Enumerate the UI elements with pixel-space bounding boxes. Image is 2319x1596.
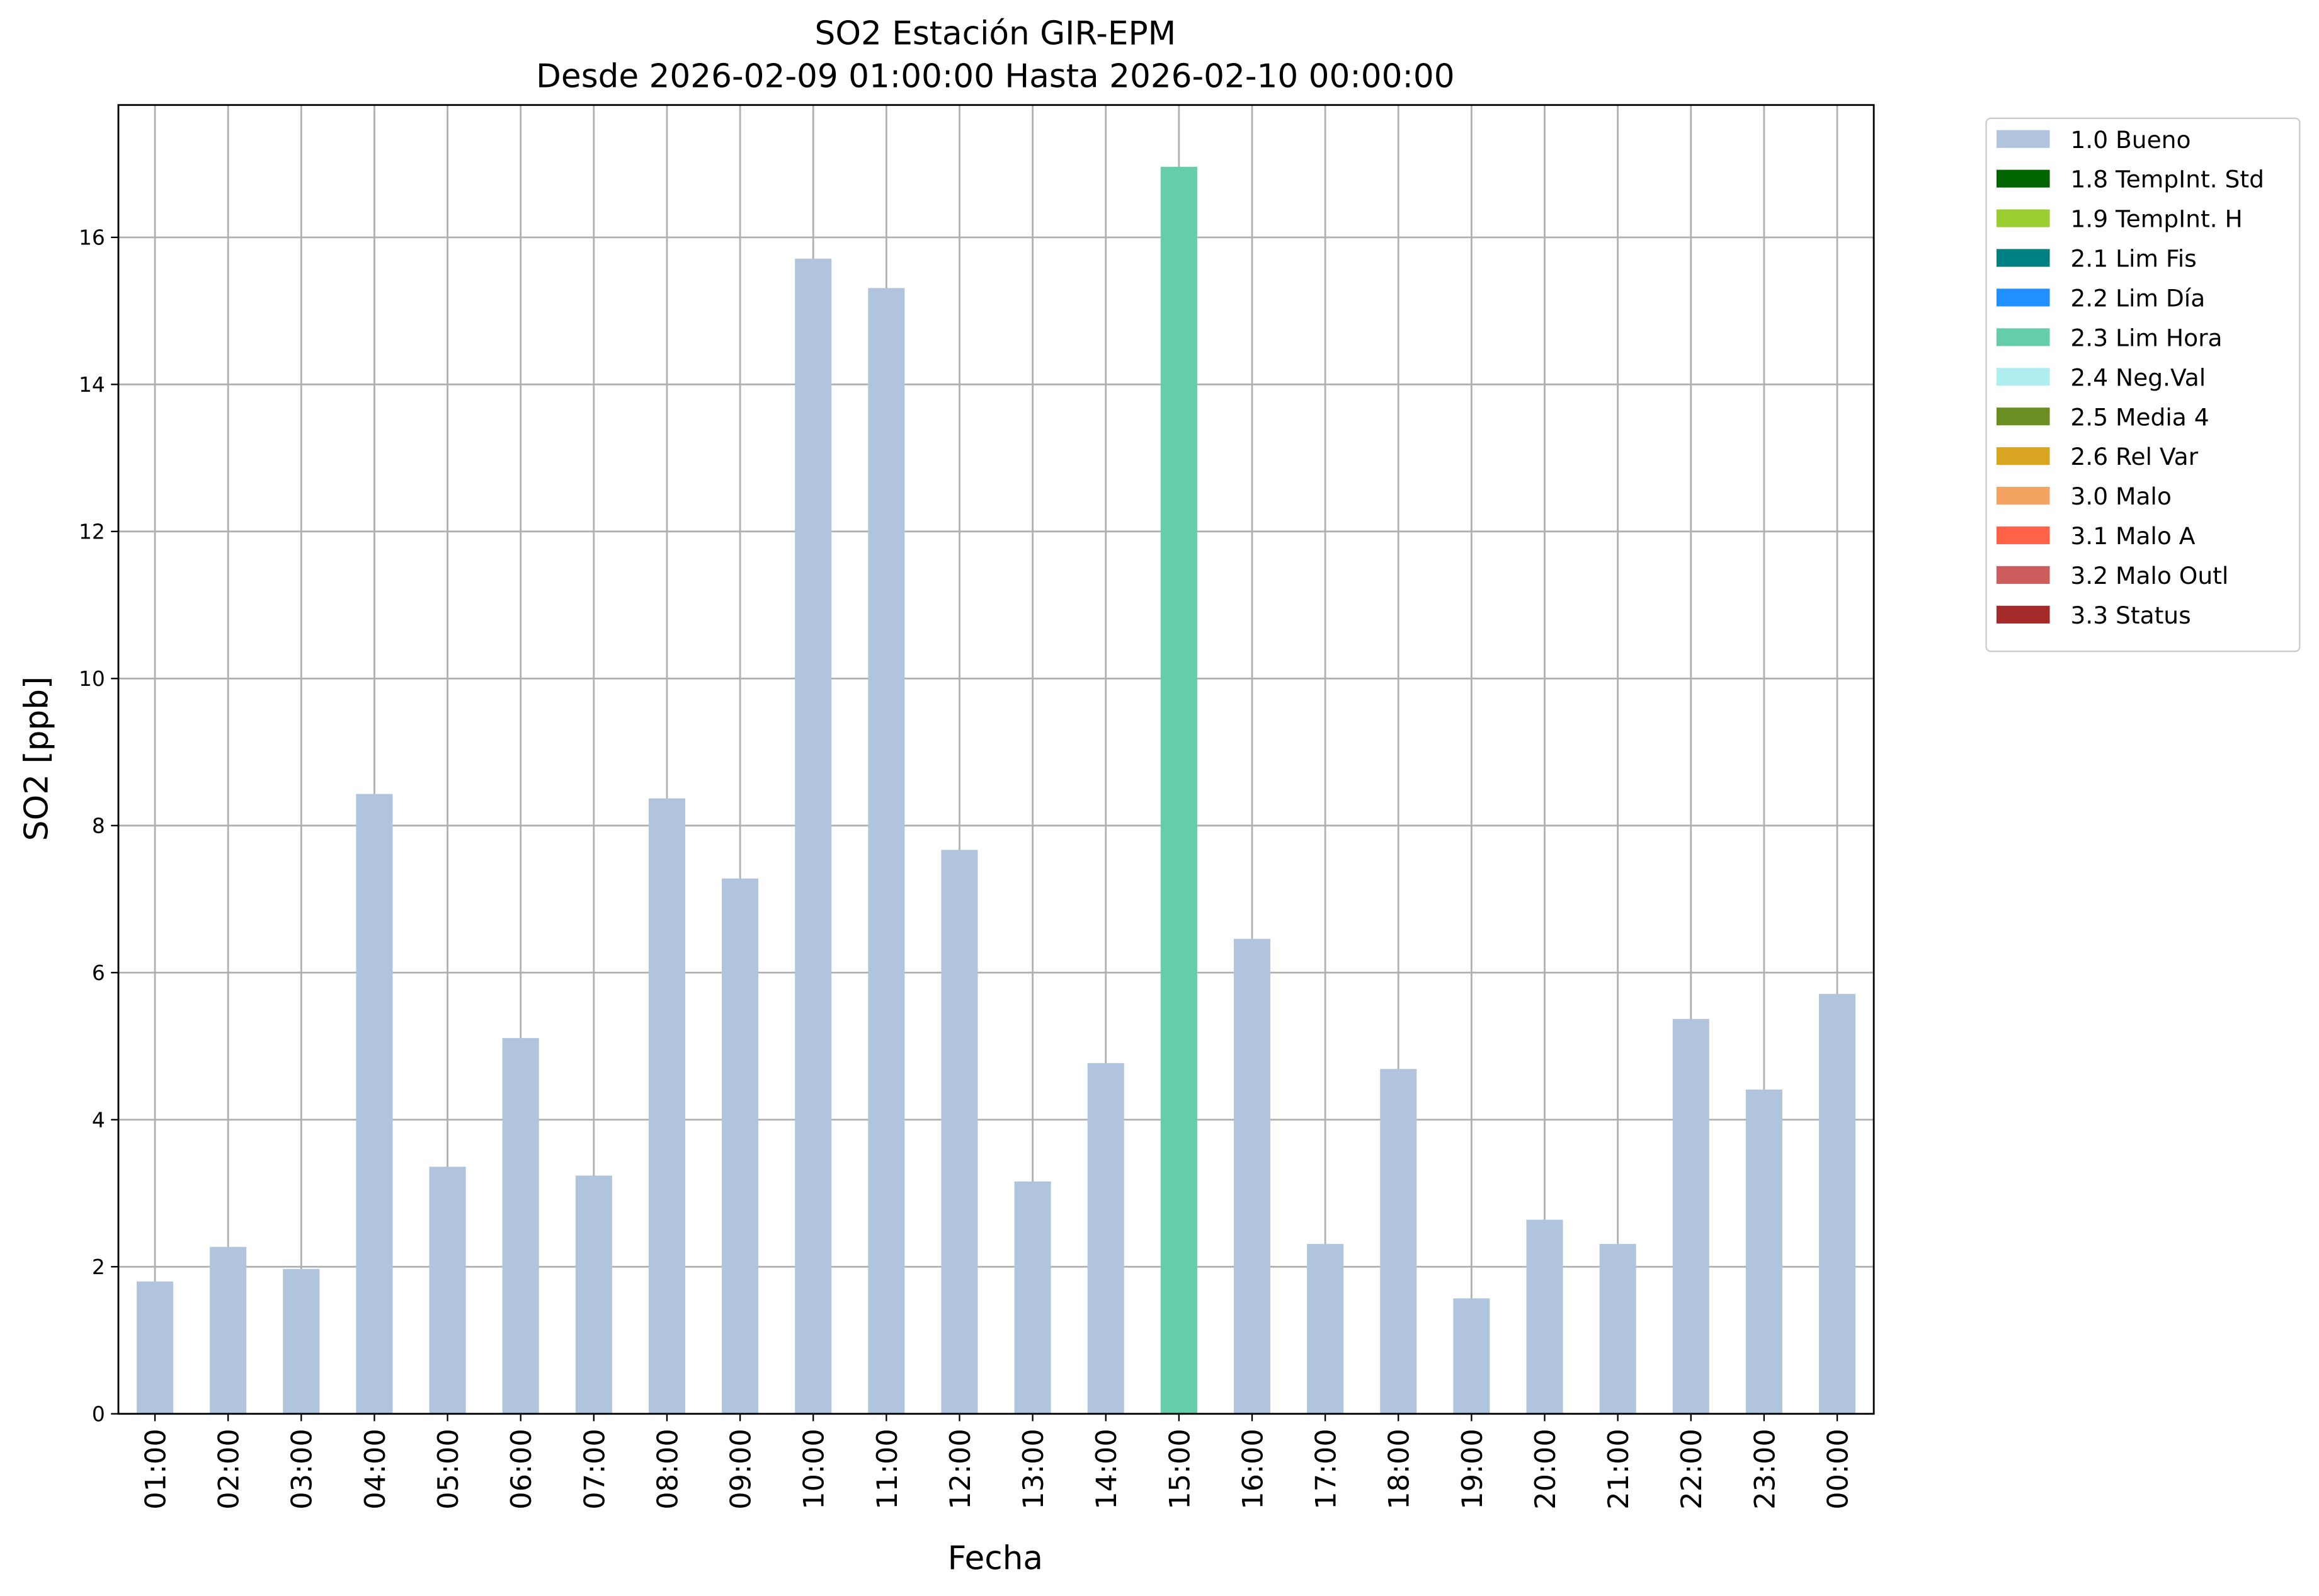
bar — [722, 878, 759, 1414]
x-tick-label: 10:00 — [798, 1428, 831, 1510]
bar — [1233, 938, 1271, 1414]
x-tick-label: 16:00 — [1236, 1428, 1269, 1510]
bar — [1819, 994, 1856, 1414]
legend-swatch — [1996, 249, 2050, 267]
legend-swatch — [1996, 130, 2050, 148]
y-tick-label: 12 — [79, 520, 105, 544]
bar — [1453, 1298, 1490, 1414]
legend-box — [1985, 117, 2301, 653]
bar — [1014, 1181, 1051, 1414]
x-tick-label: 23:00 — [1748, 1428, 1781, 1510]
x-tick-label: 18:00 — [1383, 1428, 1416, 1510]
y-tick-label: 2 — [92, 1255, 105, 1279]
y-tick-label: 8 — [92, 814, 105, 838]
bar — [1672, 1018, 1709, 1414]
legend-label: 2.4 Neg.Val — [2070, 363, 2206, 391]
legend-label: 3.0 Malo — [2070, 482, 2171, 510]
legend-label: 1.8 TempInt. Std — [2070, 166, 2264, 193]
legend-label: 1.9 TempInt. H — [2070, 205, 2242, 233]
x-tick-label: 13:00 — [1017, 1428, 1050, 1510]
legend-label: 3.2 Malo Outl — [2070, 562, 2228, 590]
legend-label: 3.1 Malo A — [2070, 522, 2195, 550]
bar — [941, 850, 978, 1414]
bar — [502, 1038, 539, 1414]
bar — [1745, 1089, 1782, 1414]
legend-swatch — [1996, 288, 2050, 307]
x-tick-label: 22:00 — [1675, 1428, 1708, 1510]
bar — [137, 1281, 174, 1414]
x-tick-label: 15:00 — [1163, 1428, 1196, 1510]
legend-swatch — [1996, 408, 2050, 426]
bar — [1526, 1219, 1563, 1414]
x-tick-label: 12:00 — [944, 1428, 977, 1510]
plot-frame — [117, 104, 1875, 1415]
bar — [429, 1166, 466, 1414]
legend-label: 2.1 Lim Fis — [2070, 245, 2196, 273]
legend-swatch — [1996, 368, 2050, 386]
x-tick-label: 19:00 — [1456, 1428, 1489, 1510]
y-axis-label: SO2 [ppb] — [18, 676, 55, 841]
x-tick-label: 20:00 — [1529, 1428, 1562, 1510]
bar — [1160, 166, 1197, 1414]
legend-label: 3.3 Status — [2070, 601, 2191, 629]
x-tick-label: 02:00 — [213, 1428, 246, 1510]
bar — [1307, 1244, 1344, 1414]
y-tick-label: 14 — [79, 372, 105, 397]
x-tick-label: 09:00 — [725, 1428, 758, 1510]
y-tick-label: 10 — [79, 666, 105, 691]
legend-swatch — [1996, 566, 2050, 584]
x-tick-label: 17:00 — [1310, 1428, 1343, 1510]
x-tick-label: 03:00 — [286, 1428, 319, 1510]
bar — [356, 794, 393, 1414]
x-tick-label: 00:00 — [1821, 1428, 1854, 1510]
bar — [283, 1268, 320, 1414]
bar — [1380, 1069, 1417, 1414]
y-tick-label: 6 — [92, 960, 105, 985]
bar — [1599, 1244, 1636, 1414]
legend-label: 2.5 Media 4 — [2070, 403, 2209, 431]
x-axis-label: Fecha — [948, 1539, 1043, 1577]
legend-swatch — [1996, 447, 2050, 465]
chart-title: SO2 Estación GIR-EPM — [815, 14, 1177, 52]
x-tick-label: 05:00 — [432, 1428, 465, 1510]
bar — [648, 798, 685, 1414]
y-tick-label: 4 — [92, 1107, 105, 1132]
bar — [795, 258, 832, 1414]
x-tick-label: 06:00 — [505, 1428, 538, 1510]
legend-swatch — [1996, 328, 2050, 346]
legend-label: 2.6 Rel Var — [2070, 443, 2198, 470]
bar — [868, 288, 905, 1414]
y-tick-label: 16 — [79, 225, 105, 250]
x-tick-label: 11:00 — [871, 1428, 904, 1510]
bar — [210, 1246, 247, 1414]
x-tick-label: 01:00 — [139, 1428, 172, 1510]
legend-swatch — [1996, 526, 2050, 545]
x-tick-label: 21:00 — [1602, 1428, 1635, 1510]
bar — [1087, 1063, 1124, 1414]
legend-label: 1.0 Bueno — [2070, 126, 2191, 154]
bar — [575, 1175, 612, 1414]
chart-subtitle: Desde 2026-02-09 01:00:00 Hasta 2026-02-… — [536, 58, 1454, 96]
x-tick-label: 07:00 — [578, 1428, 611, 1510]
legend-label: 2.3 Lim Hora — [2070, 324, 2222, 351]
legend-swatch — [1996, 486, 2050, 505]
x-tick-label: 08:00 — [651, 1428, 684, 1510]
x-tick-label: 04:00 — [359, 1428, 392, 1510]
legend-swatch — [1996, 209, 2050, 227]
legend-swatch — [1996, 169, 2050, 188]
y-tick-label: 0 — [92, 1401, 105, 1426]
legend-label: 2.2 Lim Día — [2070, 285, 2205, 312]
x-tick-label: 14:00 — [1090, 1428, 1123, 1510]
legend-swatch — [1996, 605, 2050, 624]
